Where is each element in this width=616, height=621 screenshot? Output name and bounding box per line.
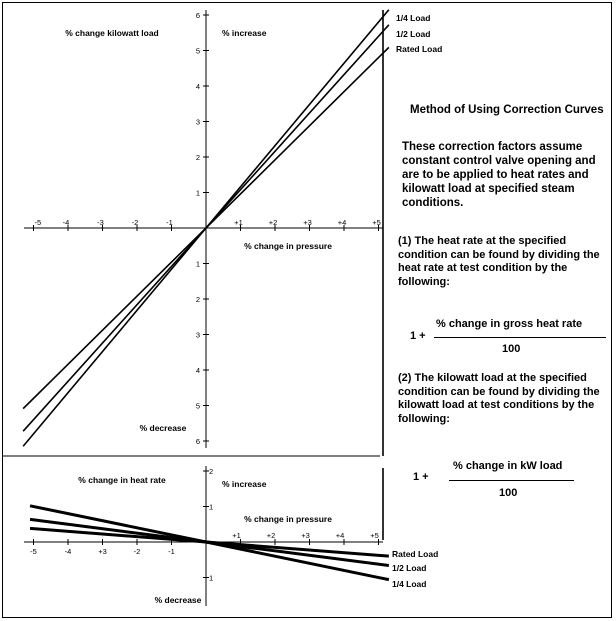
- x-tick-label: -5: [30, 547, 37, 556]
- y-tick-label: 2: [196, 153, 200, 162]
- series-label: Rated Load: [392, 549, 438, 559]
- y-tick-label: 6: [196, 11, 200, 20]
- x-tick-label: +4: [336, 531, 345, 540]
- series-label: 1/2 Load: [392, 563, 426, 573]
- formula-heat-rate: 1 + % change in gross heat rate 100: [410, 318, 610, 358]
- series-label: 1/2 Load: [396, 29, 430, 39]
- y-tick-label: 6: [196, 437, 200, 446]
- x-tick-label: -1: [168, 547, 175, 556]
- x-tick-label: -5: [35, 218, 42, 227]
- x-tick-label: +5: [372, 218, 381, 227]
- x-tick-label: +1: [234, 218, 243, 227]
- corner-label-top-right: % increase: [222, 479, 267, 489]
- y-tick-label: 3: [196, 118, 200, 127]
- formula-heat-rate-denominator: 100: [502, 343, 521, 355]
- y-tick-label: 2: [196, 295, 200, 304]
- series-label: 1/4 Load: [396, 13, 430, 23]
- y-tick-label: 5: [196, 402, 200, 411]
- x-tick-label: +3: [303, 218, 312, 227]
- x-tick-label: -1: [166, 218, 173, 227]
- formula-kw-load-denominator: 100: [499, 487, 518, 499]
- series-label: Rated Load: [396, 44, 442, 54]
- x-tick-label: +3: [98, 547, 107, 556]
- series-label: 1/4 Load: [392, 579, 426, 589]
- assumption-text: These correction factors assume constant…: [402, 141, 596, 209]
- x-tick-label: +3: [301, 531, 310, 540]
- corner-label-bottom-left: % decrease: [140, 423, 187, 433]
- x-tick-label: +2: [267, 531, 276, 540]
- x-tick-label: +1: [232, 531, 241, 540]
- corner-label-top-left: % change kilowatt load: [65, 28, 159, 38]
- x-axis-label: % change in pressure: [244, 514, 332, 524]
- step-2-text: (2) The kilowatt load at the specified c…: [398, 372, 600, 425]
- formula-kw-load-bar: [449, 480, 574, 481]
- x-axis-label: % change in pressure: [244, 241, 332, 251]
- corner-label-top-right: % increase: [222, 28, 267, 38]
- y-tick-label: 3: [196, 331, 200, 340]
- step-1-text: (1) The heat rate at the specified condi…: [398, 235, 600, 288]
- x-tick-label: +2: [269, 218, 278, 227]
- y-tick-label: 5: [196, 47, 200, 56]
- x-tick-label: -2: [132, 218, 139, 227]
- method-title: Method of Using Correction Curves: [410, 104, 604, 116]
- x-tick-label: -4: [63, 218, 70, 227]
- y-tick-label: 4: [196, 366, 200, 375]
- x-tick-label: +4: [338, 218, 347, 227]
- formula-kw-load-prefix: 1 +: [413, 471, 429, 483]
- formula-heat-rate-prefix: 1 +: [410, 330, 426, 342]
- y-tick-label: 4: [196, 82, 200, 91]
- kilowatt-load-chart: -5 -4 -3 -2 -1 +1 +2 +3 +4 +5 1 2 3 4 5 6 1 2 3 4 5 6 1/4 Load…: [22, 9, 442, 456]
- formula-kw-load-numerator: % change in kW load: [453, 460, 563, 472]
- formula-kw-load: 1 + % change in kW load 100: [413, 460, 613, 504]
- x-tick-label: -3: [97, 218, 104, 227]
- series-line: [29, 504, 390, 582]
- x-tick-label: -4: [65, 547, 72, 556]
- formula-heat-rate-bar: [434, 337, 606, 338]
- corner-label-bottom-left: % decrease: [155, 595, 202, 605]
- y-tick-label: 1: [209, 574, 213, 583]
- y-tick-label: 1: [209, 503, 213, 512]
- y-tick-label: 1: [196, 189, 200, 198]
- series-line: [22, 46, 390, 410]
- formula-heat-rate-numerator: % change in gross heat rate: [436, 318, 583, 330]
- x-tick-label: -2: [134, 547, 141, 556]
- y-tick-label: 1: [196, 260, 200, 269]
- x-tick-label: +5: [370, 531, 379, 540]
- corner-label-top-left: % change in heat rate: [78, 475, 166, 485]
- heat-rate-chart: -5 -4 +3 -2 -1 +1 +2 +3 +4 +5 1 2 1 Rated Load 1/2 Loa…: [24, 466, 438, 606]
- y-tick-label: 2: [209, 467, 213, 476]
